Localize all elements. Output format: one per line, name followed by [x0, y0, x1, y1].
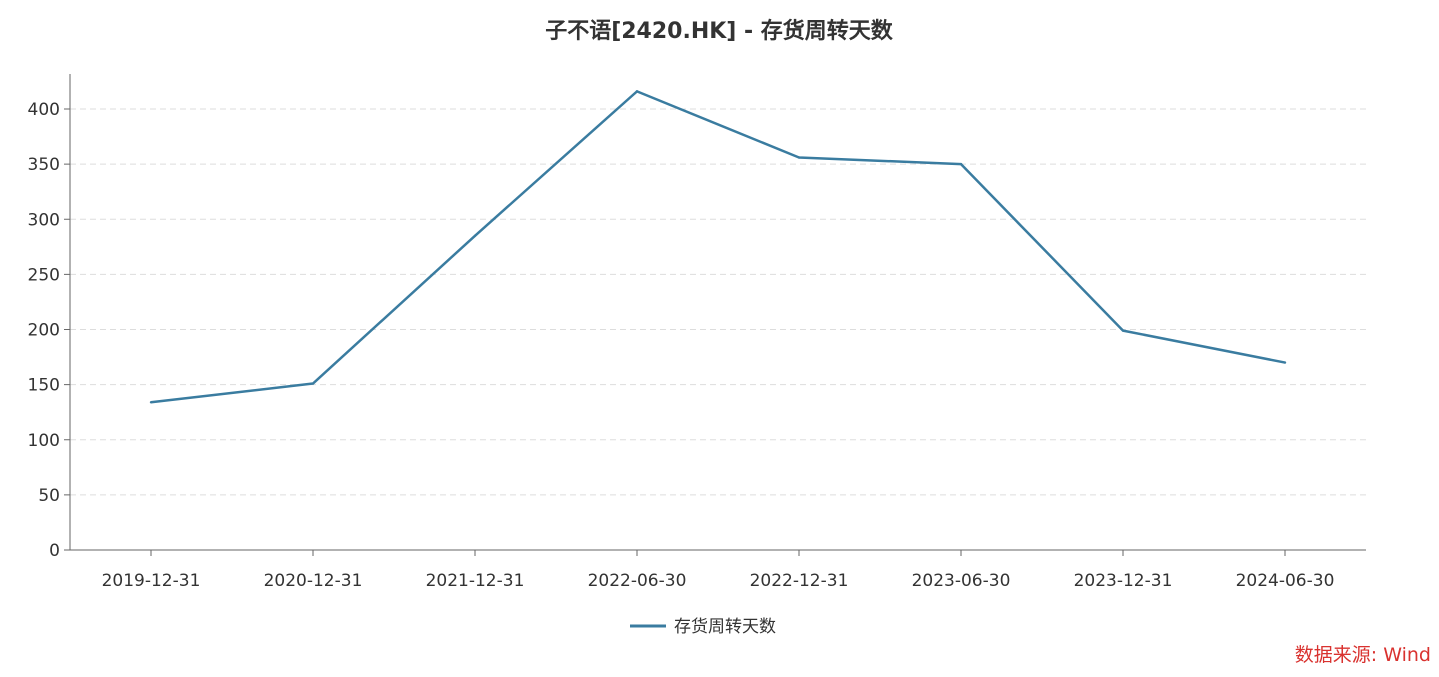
grid-lines [70, 108, 1366, 496]
source-note: 数据来源: Wind [1294, 644, 1431, 666]
data-point [959, 162, 963, 166]
x-tick-label: 2022-06-30 [588, 571, 687, 591]
y-tick-label: 0 [49, 541, 60, 561]
legend-label: 存货周转天数 [674, 617, 776, 637]
y-tick-label: 150 [28, 376, 60, 396]
chart-title: 子不语[2420.HK] - 存货周转天数 [545, 18, 894, 44]
data-point [149, 401, 153, 404]
x-tick-label: 2022-12-31 [750, 571, 849, 591]
y-tick-label: 350 [28, 155, 60, 175]
data-point [473, 234, 477, 237]
y-tick-label: 400 [28, 100, 60, 120]
y-tick-label: 50 [38, 486, 60, 506]
series-line [150, 90, 1286, 404]
x-axis-ticks: 2019-12-31 2020-12-31 2021-12-31 2022-06-30… [102, 550, 1335, 591]
series-group [149, 90, 1287, 404]
data-point [311, 382, 315, 385]
data-point [1283, 361, 1287, 364]
y-axis-ticks: 0 50 100 150 200 250 300 350 400 [28, 100, 70, 561]
x-tick-label: 2023-12-31 [1074, 571, 1173, 591]
data-point [797, 156, 801, 159]
x-tick-label: 2023-06-30 [912, 571, 1011, 591]
y-tick-label: 250 [28, 265, 60, 285]
y-tick-label: 200 [28, 321, 60, 341]
x-tick-label: 2021-12-31 [426, 571, 525, 591]
x-tick-label: 2019-12-31 [102, 571, 201, 591]
data-point [1121, 329, 1125, 332]
y-tick-label: 100 [28, 431, 60, 451]
x-tick-label: 2024-06-30 [1236, 571, 1335, 591]
legend: 存货周转天数 [630, 617, 776, 637]
x-tick-label: 2020-12-31 [264, 571, 363, 591]
data-point [635, 90, 639, 93]
y-tick-label: 300 [28, 210, 60, 230]
